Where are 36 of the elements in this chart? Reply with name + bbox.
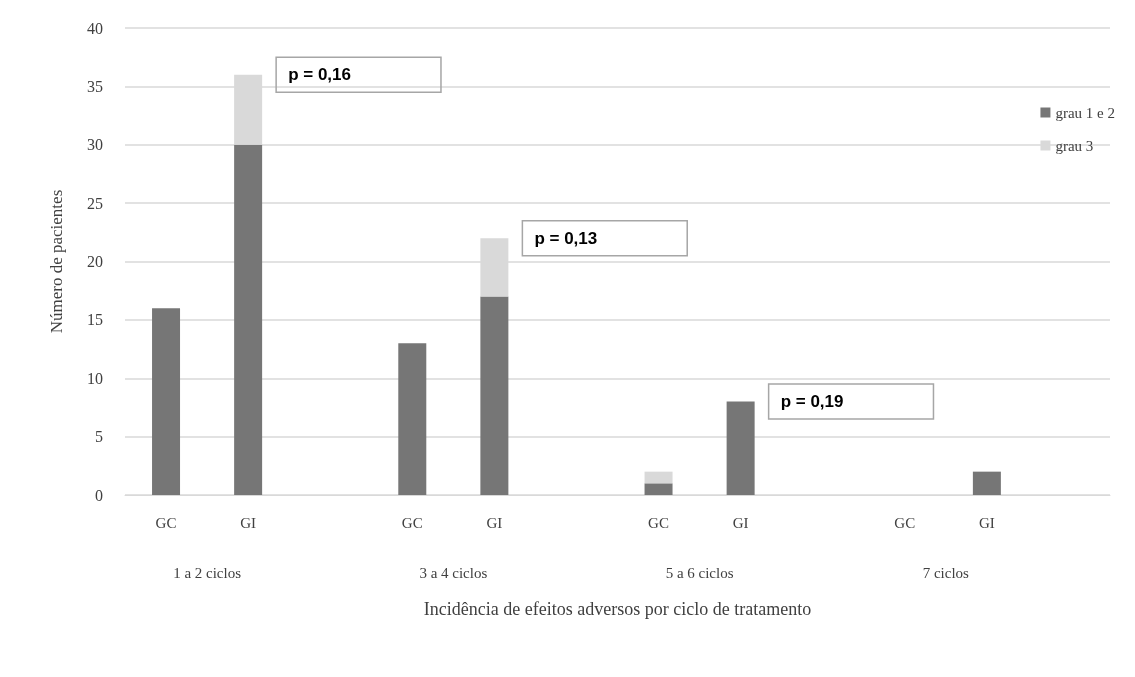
- annotation: p = 0,13: [534, 228, 598, 248]
- x-tick-label: GC: [155, 514, 177, 531]
- bar: [972, 471, 1001, 495]
- bar: [234, 144, 263, 495]
- y-tick-label: 0: [95, 486, 103, 504]
- y-tick-label: 5: [95, 428, 103, 446]
- y-tick-label: 25: [87, 194, 103, 212]
- y-tick-label: 20: [87, 253, 103, 270]
- x-tick-label: GI: [486, 514, 503, 531]
- y-tick-label: 35: [87, 77, 103, 95]
- x-tick-label: GI: [732, 514, 749, 531]
- y-tick-label: 10: [87, 369, 103, 387]
- x-axis-title: Incidência de efeitos adversos por ciclo de tratamento: [423, 599, 812, 619]
- bar: [644, 471, 673, 484]
- x-tick-label: GC: [894, 514, 916, 531]
- annotation: p = 0,19: [780, 392, 844, 412]
- text: 5 a 6 ciclos: [665, 565, 734, 581]
- annotation: p = 0,16: [288, 65, 351, 85]
- x-tick-label: GC: [648, 514, 669, 531]
- y-axis-title: Número de pacientes: [47, 189, 66, 334]
- legend-label: grau 3: [1055, 137, 1094, 154]
- bar: [644, 483, 673, 495]
- bar: [152, 308, 181, 495]
- y-tick-label: 40: [87, 19, 103, 37]
- x-tick-label: GI: [240, 514, 257, 531]
- bar: [398, 343, 427, 495]
- bar: [480, 296, 509, 495]
- x-tick-label: GC: [401, 514, 423, 531]
- y-tick-label: 15: [87, 311, 103, 329]
- text: 3 a 4 ciclos: [419, 565, 488, 581]
- legend-label: grau 1 e 2: [1055, 104, 1115, 121]
- text: 1 a 2 ciclos: [173, 565, 242, 581]
- bar: [726, 401, 755, 495]
- x-tick-label: GI: [978, 514, 995, 531]
- text: 7 ciclos: [922, 565, 970, 581]
- y-tick-label: 30: [87, 136, 103, 154]
